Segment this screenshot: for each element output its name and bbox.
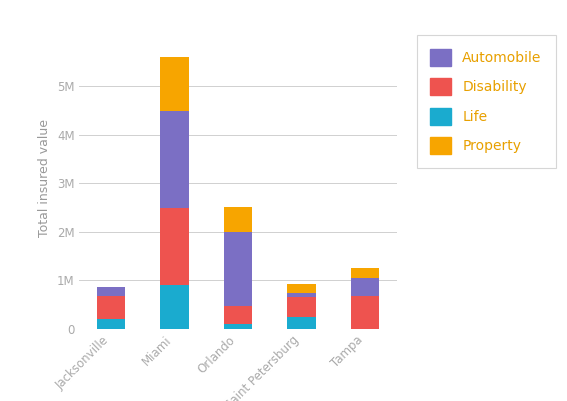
Bar: [160, 208, 189, 285]
Bar: [287, 317, 316, 329]
Bar: [351, 278, 379, 296]
Bar: [160, 57, 189, 111]
Bar: [97, 287, 125, 296]
Bar: [224, 232, 252, 306]
Y-axis label: Total insured value: Total insured value: [39, 119, 52, 237]
Bar: [224, 207, 252, 232]
Bar: [97, 319, 125, 329]
Bar: [351, 296, 379, 329]
Bar: [160, 285, 189, 329]
Bar: [224, 306, 252, 324]
Bar: [287, 297, 316, 317]
Bar: [287, 284, 316, 294]
Bar: [287, 294, 316, 297]
Legend: Automobile, Disability, Life, Property: Automobile, Disability, Life, Property: [417, 35, 556, 168]
Bar: [160, 111, 189, 208]
Bar: [351, 268, 379, 278]
Bar: [224, 324, 252, 329]
Bar: [97, 296, 125, 319]
